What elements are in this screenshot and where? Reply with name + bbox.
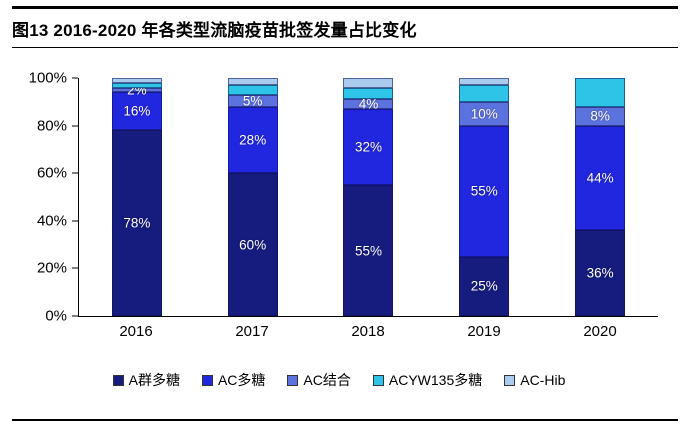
data-label: 78% [123, 215, 151, 231]
chart-title: 图13 2016-2020 年各类型流脑疫苗批签发量占比变化 [12, 21, 417, 40]
legend-marker-icon [112, 374, 124, 386]
y-tick-label: 40% [36, 212, 67, 230]
legend-marker-icon [504, 374, 516, 386]
bar-segment: 32% [343, 108, 394, 186]
plot-area: 78% 16% 2% 60% 28% 5% 55% 32% 4% 25% 55% 10% 36% 44% 8… [78, 78, 658, 317]
x-tick-label: 2020 [583, 323, 617, 340]
bar-segment: 4% [343, 97, 394, 110]
legend-item: ACYW135多糖 [372, 370, 483, 390]
x-tick-label: 2017 [235, 323, 269, 340]
legend: A群多糖 AC多糖 AC结合 ACYW135多糖 AC-Hib [20, 370, 658, 390]
y-tickmark [72, 315, 78, 317]
legend-item: AC多糖 [201, 370, 266, 390]
y-tick-label: 100% [28, 69, 67, 87]
legend-marker-icon [372, 374, 384, 386]
data-label: 32% [354, 139, 382, 155]
chart-area: 0% 20% 40% 60% 80% 100% 78% 16% 2% 60% 28% 5% 55% 32… [20, 70, 658, 390]
y-tickmark [72, 77, 78, 79]
y-axis: 0% 20% 40% 60% 80% 100% [20, 70, 78, 325]
bar-segment [111, 82, 162, 88]
bar-segment [459, 85, 510, 102]
bar-segment [111, 78, 162, 83]
bar-segment [575, 78, 626, 107]
data-label: 16% [123, 103, 151, 119]
bar-segment: 28% [227, 106, 278, 174]
data-label: 8% [590, 108, 610, 124]
y-tickmark [72, 125, 78, 127]
legend-marker-icon [287, 374, 299, 386]
legend-label: AC-Hib [520, 372, 566, 388]
x-tick-label: 2016 [119, 323, 153, 340]
bar-segment: 55% [343, 185, 394, 316]
y-tick-label: 20% [36, 259, 67, 277]
data-label: 36% [586, 265, 614, 281]
data-label: 55% [470, 183, 498, 199]
y-tickmark [72, 220, 78, 222]
x-axis: 2016 2017 2018 2019 2020 [20, 323, 658, 340]
y-tickmark [72, 172, 78, 174]
y-tick-label: 60% [36, 164, 67, 182]
bar-2019: 25% 55% 10% [459, 78, 510, 316]
x-axis-spacer [20, 323, 78, 340]
x-axis-labels: 2016 2017 2018 2019 2020 [78, 323, 658, 340]
bar-segment: 16% [111, 92, 162, 131]
bar-2020: 36% 44% 8% [575, 78, 626, 316]
y-tick-label: 0% [45, 307, 67, 325]
bar-segment [227, 78, 278, 86]
title-underline [12, 47, 678, 48]
data-label: 60% [239, 236, 267, 252]
bar-segment: 55% [459, 125, 510, 257]
plot-row: 0% 20% 40% 60% 80% 100% 78% 16% 2% 60% 28% 5% 55% 32… [20, 70, 658, 325]
bar-segment: 78% [111, 130, 162, 316]
bar-segment [343, 78, 394, 88]
bar-2018: 55% 32% 4% [343, 78, 394, 316]
bar-segment: 2% [111, 83, 162, 96]
bar-segment: 5% [227, 94, 278, 107]
x-tick-label: 2019 [467, 323, 501, 340]
legend-label: A群多糖 [128, 372, 180, 388]
x-tick-label: 2018 [351, 323, 385, 340]
data-label: 55% [354, 242, 382, 258]
bars-container: 78% 16% 2% 60% 28% 5% 55% 32% 4% 25% 55% 10% 36% 44% 8… [79, 78, 658, 316]
bar-segment: 8% [575, 106, 626, 126]
bar-2016: 78% 16% 2% [111, 78, 162, 316]
bar-segment: 44% [575, 125, 626, 231]
legend-item: AC结合 [287, 370, 351, 390]
legend-label: ACYW135多糖 [388, 372, 483, 388]
data-label: 44% [586, 170, 614, 186]
y-tick-label: 80% [36, 117, 67, 135]
legend-label: AC多糖 [217, 372, 266, 388]
legend-item: AC-Hib [504, 372, 565, 388]
legend-label: AC结合 [303, 372, 351, 388]
bar-2017: 60% 28% 5% [227, 78, 278, 316]
top-rule [12, 6, 678, 9]
bar-segment: 36% [575, 230, 626, 316]
data-label: 4% [358, 96, 379, 112]
bar-segment [459, 78, 510, 86]
bar-segment [343, 87, 394, 100]
data-label: 10% [470, 105, 498, 121]
legend-item: A群多糖 [112, 370, 180, 390]
data-label: 25% [470, 278, 498, 294]
bar-segment: 25% [459, 256, 510, 316]
bar-segment: 60% [227, 173, 278, 316]
bar-segment [227, 85, 278, 95]
legend-marker-icon [201, 374, 213, 386]
bottom-rule [12, 419, 678, 421]
bar-segment: 10% [459, 101, 510, 126]
y-tickmark [72, 267, 78, 269]
data-label: 28% [239, 132, 267, 148]
data-label: 5% [242, 92, 263, 108]
